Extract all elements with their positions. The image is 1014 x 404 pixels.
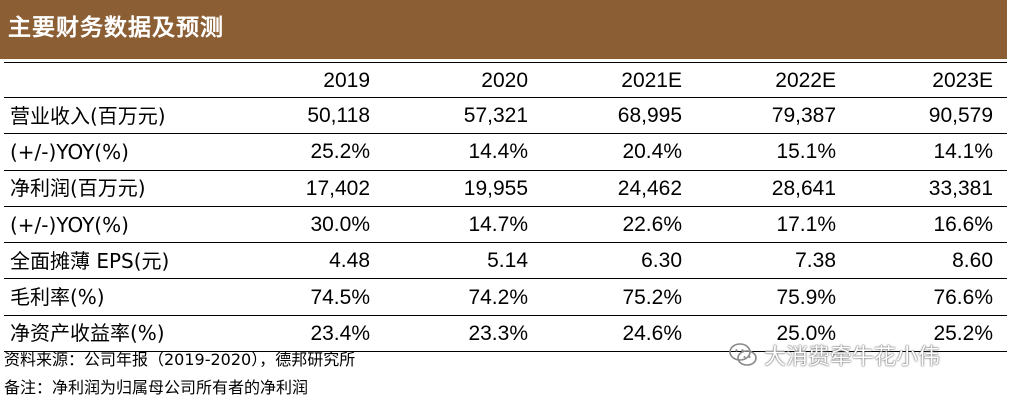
table-cell: 25.2% (310, 140, 370, 164)
table-cell: 90,579 (928, 104, 993, 128)
table-cell: 74.2% (468, 285, 528, 309)
row-label: 营业收入(百万元) (10, 103, 166, 128)
row-label: 净利润(百万元) (10, 176, 146, 201)
watermark: 大消费牵牛花小伟 (728, 339, 940, 371)
table-row: 毛利率(%) 74.5% 74.2% 75.2% 75.9% 76.6% (4, 279, 1007, 316)
watermark-text: 大消费牵牛花小伟 (764, 345, 941, 370)
table-cell: 24,462 (617, 176, 682, 200)
column-header: 2020 (481, 68, 528, 92)
column-header: 2021E (621, 68, 682, 92)
table-cell: 15.1% (776, 140, 836, 164)
table-cell: 17,402 (305, 176, 370, 200)
table-cell: 74.5% (310, 285, 370, 309)
table-cell: 76.6% (933, 285, 993, 309)
table-cell: 24.6% (622, 321, 682, 345)
table-row: (+/-)YOY(%) 25.2% 14.4% 20.4% 15.1% 14.1… (4, 134, 1007, 171)
table-cell: 7.38 (795, 249, 836, 273)
row-label: (+/-)YOY(%) (10, 139, 129, 164)
table-cell: 14.7% (468, 213, 528, 237)
table-cell: 23.3% (468, 321, 528, 345)
table-row: 营业收入(百万元) 50,118 57,321 68,995 79,387 90… (4, 98, 1007, 135)
table-cell: 25.2% (933, 321, 993, 345)
table-cell: 33,381 (928, 176, 993, 200)
table-cell: 28,641 (771, 176, 836, 200)
table-cell: 17.1% (776, 213, 836, 237)
source-note: 资料来源：公司年报（2019-2020），德邦研究所 (4, 350, 356, 369)
column-header: 2023E (932, 68, 993, 92)
row-label: 毛利率(%) (10, 285, 105, 310)
table-row: 净利润(百万元) 17,402 19,955 24,462 28,641 33,… (4, 171, 1007, 207)
table-cell: 75.9% (776, 285, 836, 309)
table-header-row: 2019 2020 2021E 2022E 2023E (4, 62, 1007, 98)
row-label: (+/-)YOY(%) (10, 212, 129, 237)
table-cell: 20.4% (622, 140, 682, 164)
table-cell: 25.0% (776, 321, 836, 345)
table-cell: 68,995 (617, 104, 682, 128)
table-cell: 79,387 (771, 104, 836, 128)
wechat-icon (729, 343, 757, 366)
page-title: 主要财务数据及预测 (8, 14, 224, 41)
column-header: 2022E (775, 68, 836, 92)
table-cell: 75.2% (622, 285, 682, 309)
table-cell: 16.6% (933, 213, 993, 237)
table-cell: 14.1% (933, 140, 993, 164)
table-row: 净资产收益率(%) 23.4% 23.3% 24.6% 25.0% 25.2% (4, 316, 1007, 353)
table-cell: 6.30 (641, 249, 682, 273)
table-cell: 50,118 (307, 104, 370, 128)
table-cell: 30.0% (310, 213, 370, 237)
table-cell: 5.14 (487, 249, 528, 273)
financial-table: 2019 2020 2021E 2022E 2023E 营业收入(百万元) 50… (4, 62, 1007, 353)
table-cell: 14.4% (468, 140, 528, 164)
table-cell: 19,955 (463, 176, 528, 200)
row-label: 净资产收益率(%) (10, 321, 165, 346)
remark-note: 备注：净利润为归属母公司所有者的净利润 (4, 378, 309, 397)
table-cell: 57,321 (463, 104, 528, 128)
table-cell: 23.4% (310, 321, 370, 345)
table-cell: 4.48 (329, 249, 370, 273)
table-cell: 22.6% (622, 213, 682, 237)
table-row: (+/-)YOY(%) 30.0% 14.7% 22.6% 17.1% 16.6… (4, 207, 1007, 244)
table-row: 全面摊薄 EPS(元) 4.48 5.14 6.30 7.38 8.60 (4, 243, 1007, 280)
row-label: 全面摊薄 EPS(元) (10, 248, 170, 273)
column-header: 2019 (323, 68, 370, 92)
header-bar: 主要财务数据及预测 (0, 0, 1007, 59)
table-cell: 8.60 (952, 249, 993, 273)
